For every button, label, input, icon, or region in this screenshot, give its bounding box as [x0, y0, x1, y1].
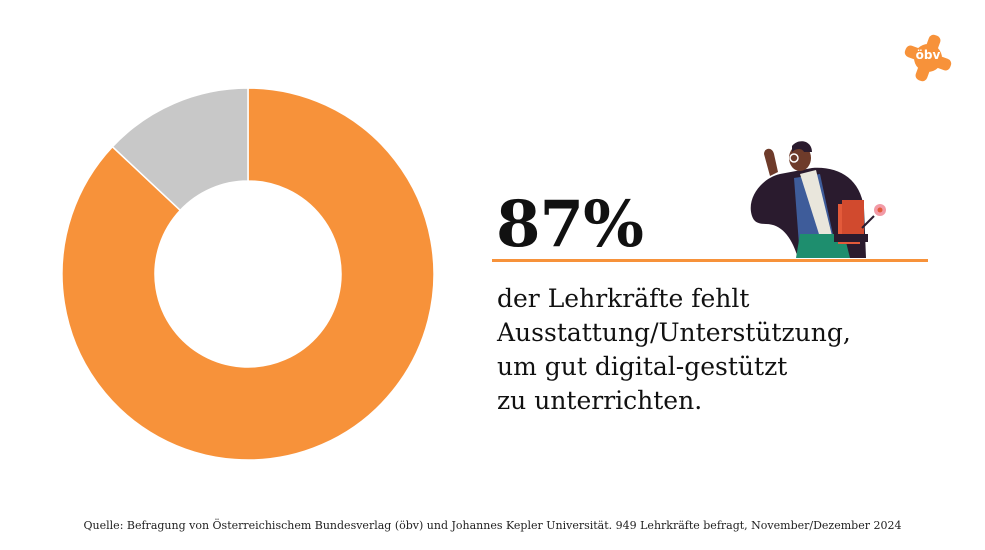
- teacher-with-books-icon: [750, 141, 886, 258]
- statement-line-3: um gut digital-gestützt: [497, 352, 788, 381]
- logo-text: öbv: [915, 48, 941, 62]
- donut-chart: [61, 87, 435, 461]
- highlight-statement: der Lehrkräfte fehlt Ausstattung/Unterst…: [497, 282, 851, 418]
- donut-slice-1: [61, 87, 435, 461]
- obv-logo-icon: [904, 34, 952, 82]
- statement-line-2: Ausstattung/Unterstützung,: [497, 318, 851, 347]
- statement-line-4: zu unterrichten.: [497, 386, 703, 415]
- highlight-value: 87%: [496, 187, 644, 262]
- donut-slice-2: [111, 87, 249, 212]
- divider-line: [492, 259, 928, 262]
- statement-line-1: der Lehrkräfte fehlt: [497, 284, 750, 313]
- source-note: Quelle: Befragung von Österreichischem B…: [83, 519, 902, 532]
